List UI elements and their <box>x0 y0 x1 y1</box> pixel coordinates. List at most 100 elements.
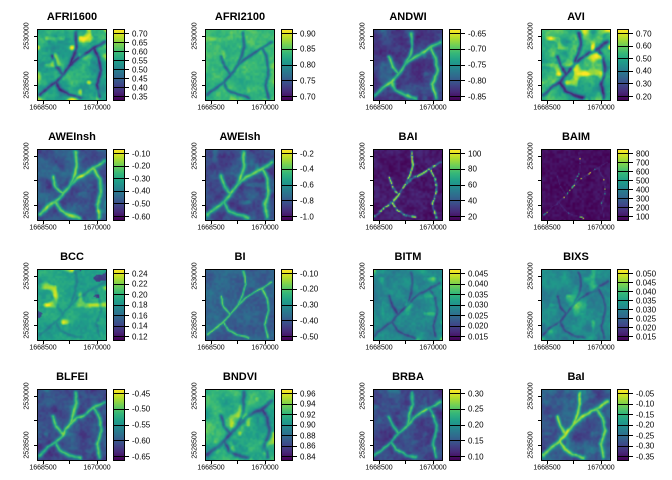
map-plot-frame <box>541 269 611 341</box>
legend-tick-label: -0.60 <box>132 212 151 221</box>
legend-tick <box>281 403 297 405</box>
legend-tick-label: -0.65 <box>468 29 487 38</box>
legend-tick <box>281 336 297 337</box>
x-axis-tick-label-right: 1670000 <box>251 344 279 352</box>
map-plot-frame <box>205 149 275 221</box>
x-axis-tick-label-right: 1670000 <box>83 464 111 472</box>
legend-tick <box>113 203 129 205</box>
y-axis-tick-label-top: 2530000 <box>359 142 367 170</box>
y-axis-tick <box>201 60 205 62</box>
legend-tick-label: -0.05 <box>636 389 655 398</box>
legend-tick-label: -0.40 <box>300 316 319 326</box>
x-axis-tick-label-right: 1670000 <box>587 344 615 352</box>
legend-tick-label: -0.70 <box>468 44 487 54</box>
legend-tick <box>449 408 465 410</box>
legend-tick-label: -0.85 <box>468 92 487 101</box>
legend-tick-label: 0.30 <box>636 79 652 89</box>
legend-tick-label: -0.50 <box>132 199 151 209</box>
y-axis-tick-label-top: 2530000 <box>23 262 31 290</box>
y-axis-tick-label-top: 2530000 <box>191 142 199 170</box>
y-axis-tick <box>33 35 37 37</box>
raster-map-image <box>542 150 610 220</box>
legend-tick-label: 60 <box>468 180 477 190</box>
x-axis-tick <box>264 221 266 224</box>
y-axis-tick <box>537 35 541 37</box>
x-axis-tick <box>405 341 407 344</box>
legend-tick <box>113 69 129 70</box>
map-plot-frame <box>37 149 107 221</box>
legend-tick-label: 0.025 <box>468 311 489 320</box>
legend-tick-label: 0.14 <box>132 321 148 331</box>
x-axis-tick-label-left: 1668500 <box>29 224 57 232</box>
x-axis-tick-label-left: 1668500 <box>365 464 393 472</box>
x-axis-tick <box>600 461 602 464</box>
panel-title: BITM <box>394 251 422 263</box>
legend-tick-label: -0.60 <box>132 436 151 446</box>
x-axis-tick <box>96 461 98 464</box>
legend-tick-label: -0.55 <box>132 420 151 430</box>
legend-tick-label: 0.040 <box>636 287 657 296</box>
legend-tick <box>281 304 297 306</box>
legend-tick <box>281 168 297 170</box>
y-axis-tick-label-top: 2530000 <box>359 262 367 290</box>
legend-tick-label: 0.22 <box>132 279 148 289</box>
y-axis-tick <box>33 420 37 422</box>
legend-tick <box>113 96 129 97</box>
x-axis-tick <box>210 221 212 224</box>
legend-tick <box>281 320 297 322</box>
x-axis-tick <box>69 221 71 224</box>
y-axis-tick <box>201 395 205 397</box>
x-axis-tick-label-left: 1668500 <box>197 224 225 232</box>
legend-tick <box>617 327 633 328</box>
legend-tick-label: -0.30 <box>132 174 151 184</box>
legend-tick-label: 0.55 <box>132 56 148 65</box>
legend-tick <box>617 198 633 199</box>
x-axis-tick-label-left: 1668500 <box>197 104 225 112</box>
map-plot-frame <box>541 149 611 221</box>
legend-tick-label: -0.50 <box>300 332 319 341</box>
y-axis-tick <box>201 444 205 446</box>
legend-tick <box>449 168 465 170</box>
x-axis-tick <box>264 341 266 344</box>
x-axis-tick-label-right: 1670000 <box>587 104 615 112</box>
legend-tick-label: 0.015 <box>636 332 657 341</box>
y-axis-tick-label-bottom: 2528500 <box>359 191 367 219</box>
y-axis-tick <box>369 420 373 422</box>
legend-tick-label: 0.70 <box>300 92 316 101</box>
legend-tick <box>617 424 633 426</box>
y-axis-tick-label-bottom: 2528500 <box>23 71 31 99</box>
legend-tick-label: -0.2 <box>300 149 314 158</box>
x-axis-tick <box>42 461 44 464</box>
legend-tick-label: -0.45 <box>132 389 151 398</box>
legend-tick <box>281 48 297 50</box>
x-axis-tick <box>573 341 575 344</box>
legend-tick-label: 0.45 <box>132 74 148 83</box>
y-axis-tick <box>369 444 373 446</box>
y-axis-tick <box>201 35 205 37</box>
legend-tick-label: 0.025 <box>636 314 657 323</box>
legend-tick-label: 0.040 <box>468 279 489 289</box>
x-axis-tick <box>378 341 380 344</box>
raster-map-image <box>206 30 274 100</box>
map-plot-frame <box>205 269 275 341</box>
legend-tick <box>617 33 633 34</box>
legend-tick-label: 0.85 <box>300 44 316 54</box>
y-axis-tick <box>537 395 541 397</box>
y-axis-tick-label-bottom: 2528500 <box>23 431 31 459</box>
legend-tick-label: 0.80 <box>300 60 316 70</box>
x-axis-tick-label-left: 1668500 <box>197 344 225 352</box>
legend-tick <box>449 33 465 34</box>
x-axis-tick <box>378 221 380 224</box>
y-axis-tick-label-top: 2530000 <box>23 142 31 170</box>
legend-tick-label: 80 <box>468 164 477 174</box>
legend-colorbar <box>617 149 629 221</box>
legend-tick <box>617 318 633 319</box>
x-axis-tick <box>432 221 434 224</box>
legend-tick <box>281 445 297 447</box>
y-axis-tick <box>33 84 37 86</box>
legend-tick <box>281 414 297 415</box>
legend-tick <box>449 294 465 295</box>
legend-tick <box>281 96 297 97</box>
x-axis-tick-label-right: 1670000 <box>251 224 279 232</box>
y-axis-tick <box>33 204 37 206</box>
